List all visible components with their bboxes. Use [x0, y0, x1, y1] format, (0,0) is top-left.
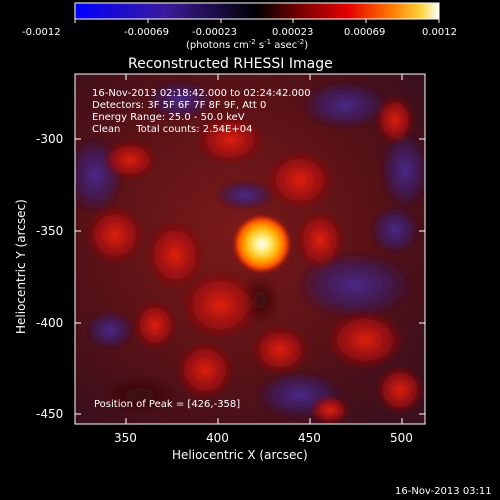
- plot-frame: [74, 73, 426, 425]
- peak-source: [232, 214, 292, 274]
- y-axis-label: Heliocentric Y (arcsec): [14, 199, 28, 334]
- info-detectors: Detectors: 3F 5F 6F 7F 8F 9F, Att 0: [92, 100, 266, 111]
- observation-info: 16-Nov-2013 02:18:42.000 to 02:24:42.000…: [92, 88, 311, 135]
- x-tick-label: 450: [298, 431, 321, 445]
- colorbar-tick-label: 0.00069: [344, 27, 385, 38]
- colorbar-gradient: [74, 2, 440, 20]
- y-tick-label: -450: [36, 407, 63, 421]
- x-tick-label: 500: [390, 431, 413, 445]
- colorbar-tick-label: -0.0012: [22, 27, 61, 38]
- info-energy-range: Energy Range: 25.0 - 50.0 keV: [92, 112, 245, 123]
- y-tick-label: -400: [36, 316, 63, 330]
- axis-ticks: [75, 74, 425, 424]
- plot-title: Reconstructed RHESSI Image: [128, 56, 333, 72]
- footer-timestamp: 16-Nov-2013 03:11: [395, 486, 492, 497]
- x-tick-label: 400: [206, 431, 229, 445]
- colorbar-tick-label: -0.00023: [192, 27, 237, 38]
- image-panel: [75, 74, 425, 424]
- x-tick-label: 350: [114, 431, 137, 445]
- colorbar-tick-label: -0.00069: [124, 27, 169, 38]
- colorbar-tick-label: 0.00023: [272, 27, 313, 38]
- colorbar: -0.0012 -0.00069 -0.00023 0.00023 0.0006…: [22, 2, 457, 51]
- y-tick-label: -350: [36, 224, 63, 238]
- colorbar-tick-label: 0.0012: [422, 27, 457, 38]
- colorbar-units: (photons cm-2 s-1 asec-2): [186, 38, 308, 51]
- peak-position-label: Position of Peak = [426,-358]: [94, 399, 240, 410]
- y-tick-label: -300: [36, 132, 63, 146]
- info-clean-counts: Clean Total counts: 2.54E+04: [92, 124, 252, 135]
- info-time-range: 16-Nov-2013 02:18:42.000 to 02:24:42.000: [92, 88, 311, 99]
- x-axis-label: Heliocentric X (arcsec): [172, 448, 308, 462]
